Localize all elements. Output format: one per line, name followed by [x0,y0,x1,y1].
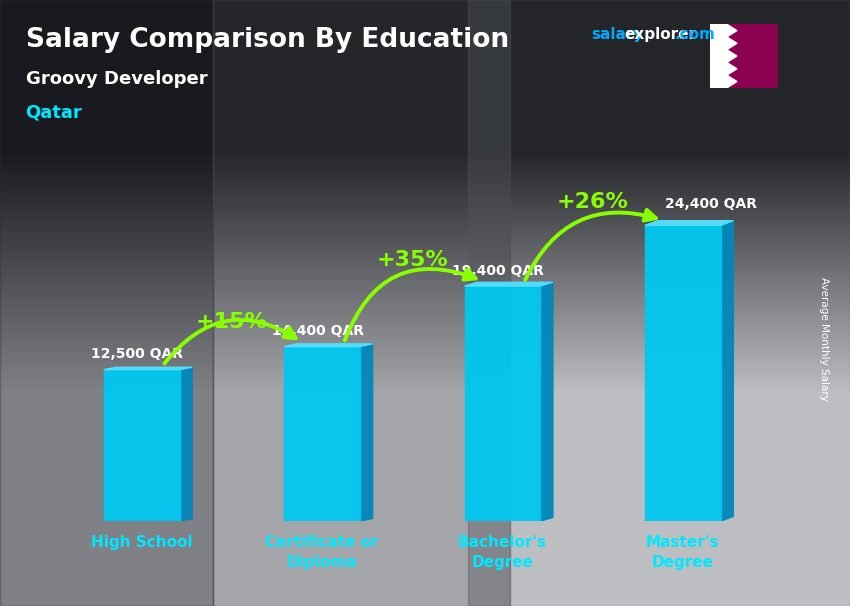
Polygon shape [284,344,372,347]
Text: Groovy Developer: Groovy Developer [26,70,207,88]
FancyArrowPatch shape [525,210,656,280]
FancyArrowPatch shape [345,269,476,341]
Bar [212,0,510,606]
Bar [0,0,212,606]
Text: Average Monthly Salary: Average Monthly Salary [819,278,829,401]
Text: explorer: explorer [625,27,697,42]
Text: salary: salary [591,27,643,42]
Bar [710,24,727,88]
Text: 12,500 QAR: 12,500 QAR [91,347,184,361]
Text: Qatar: Qatar [26,103,82,121]
Text: +15%: +15% [196,312,268,332]
Polygon shape [360,344,372,521]
Bar [468,0,850,606]
Polygon shape [645,225,721,521]
Polygon shape [284,347,360,521]
Polygon shape [710,24,737,88]
FancyArrowPatch shape [164,320,296,364]
Polygon shape [104,370,179,521]
Polygon shape [465,286,541,521]
Polygon shape [465,282,553,286]
Polygon shape [721,221,734,521]
Text: 19,400 QAR: 19,400 QAR [452,264,544,278]
Text: +35%: +35% [377,250,448,270]
Text: 14,400 QAR: 14,400 QAR [271,324,364,338]
Polygon shape [541,282,553,521]
Polygon shape [645,221,734,225]
Text: .com: .com [674,27,715,42]
Text: 24,400 QAR: 24,400 QAR [665,197,756,211]
Polygon shape [104,367,192,370]
Text: +26%: +26% [557,192,628,212]
Polygon shape [179,367,192,521]
Text: Salary Comparison By Education: Salary Comparison By Education [26,27,508,53]
